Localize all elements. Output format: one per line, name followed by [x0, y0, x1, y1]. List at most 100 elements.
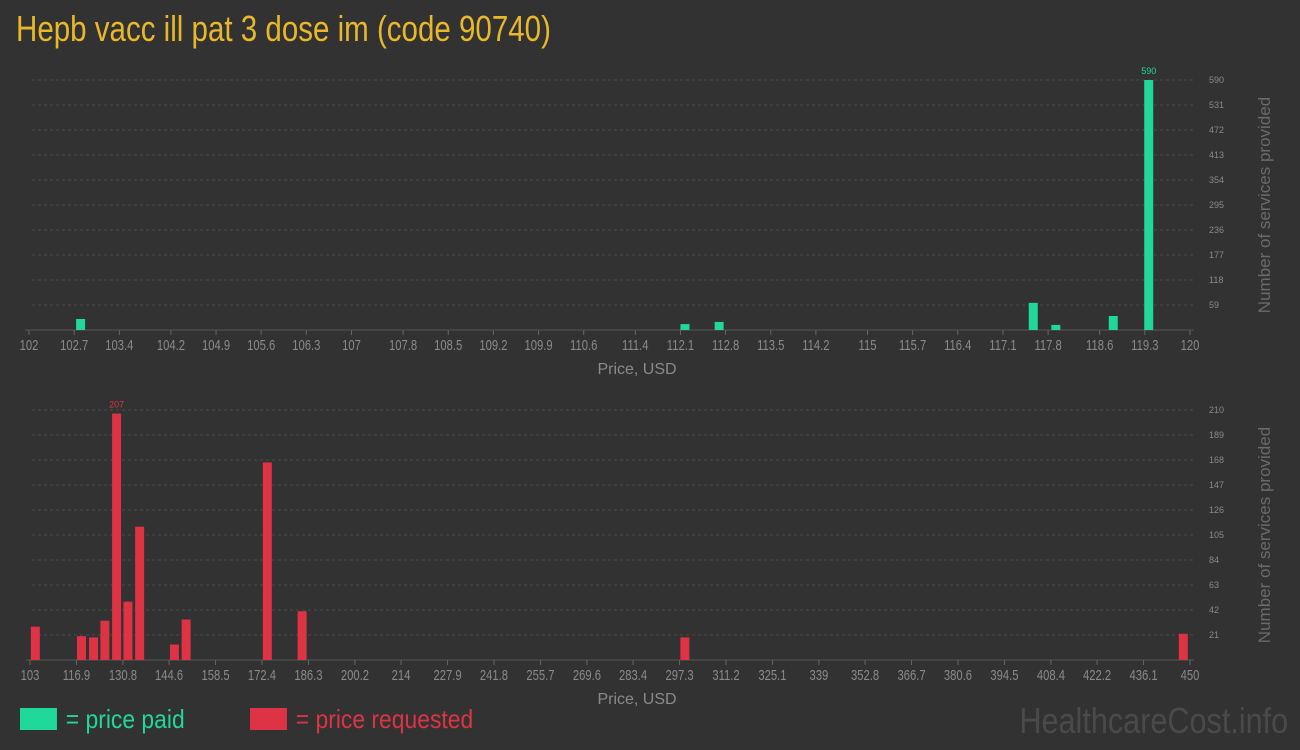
bar [76, 318, 86, 330]
x-tick-label: 107.8 [389, 336, 417, 353]
x-tick-label: 119.3 [1131, 336, 1158, 353]
bar [714, 321, 724, 330]
bar [680, 637, 690, 660]
x-tick-label: 311.2 [712, 666, 739, 683]
legend-paid: = price paid [20, 704, 185, 734]
x-tick-label: 118.6 [1086, 336, 1113, 353]
y-tick-label: 63 [1209, 580, 1219, 590]
x-tick-label: 105.6 [247, 336, 275, 353]
x-tick-label: 113.5 [757, 336, 784, 353]
bar [1051, 324, 1061, 330]
legend-swatch-requested [250, 708, 287, 730]
y-tick-label: 59 [1209, 300, 1219, 310]
y-tick-label: 105 [1209, 530, 1224, 540]
bar [169, 644, 179, 660]
y-tick-label: 590 [1209, 75, 1224, 85]
bar [123, 601, 133, 660]
bar [100, 620, 110, 660]
legend-label-paid: = price paid [65, 703, 185, 734]
y-axis-title: Number of services provided [1255, 97, 1274, 313]
x-tick-label: 241.8 [480, 666, 508, 683]
x-tick-label: 115 [859, 336, 877, 353]
x-tick-label: 325.1 [758, 666, 786, 683]
max-value-label: 590 [1141, 66, 1156, 76]
x-tick-label: 339 [810, 666, 829, 683]
page-title: Hepb vacc ill pat 3 dose im (code 90740) [16, 8, 551, 49]
x-axis-title: Price, USD [597, 361, 676, 378]
y-tick-label: 531 [1209, 100, 1224, 110]
y-tick-label: 147 [1209, 480, 1224, 490]
x-tick-label: 186.3 [294, 666, 322, 683]
x-tick-label: 269.6 [573, 666, 601, 683]
x-tick-label: 214 [392, 666, 411, 683]
x-axis-title: Price, USD [597, 691, 676, 708]
y-tick-label: 354 [1209, 175, 1224, 185]
bar [680, 324, 690, 330]
y-tick-label: 295 [1209, 200, 1224, 210]
x-tick-label: 283.4 [619, 666, 647, 683]
x-tick-label: 450 [1181, 666, 1200, 683]
x-tick-label: 117.8 [1034, 336, 1061, 353]
y-tick-label: 84 [1209, 555, 1219, 565]
x-tick-label: 102.7 [60, 336, 88, 353]
x-tick-label: 366.7 [897, 666, 925, 683]
x-tick-label: 200.2 [341, 666, 369, 683]
x-tick-label: 111.4 [622, 336, 648, 353]
x-tick-label: 144.6 [155, 666, 183, 683]
bar [1144, 80, 1154, 330]
x-tick-label: 172.4 [248, 666, 276, 683]
x-tick-label: 297.3 [665, 666, 693, 683]
x-tick-label: 103.4 [105, 336, 133, 353]
bar [76, 636, 86, 660]
y-tick-label: 472 [1209, 125, 1224, 135]
x-tick-label: 380.6 [944, 666, 972, 683]
bar [297, 611, 307, 660]
x-tick-label: 352.8 [851, 666, 879, 683]
x-tick-label: 104.9 [202, 336, 230, 353]
y-tick-label: 42 [1209, 605, 1219, 615]
x-tick-label: 106.3 [292, 336, 320, 353]
x-tick-label: 112.8 [712, 336, 739, 353]
x-tick-label: 436.1 [1129, 666, 1157, 683]
y-tick-label: 210 [1209, 405, 1224, 415]
bar [262, 462, 272, 660]
y-tick-label: 177 [1209, 250, 1224, 260]
x-tick-label: 130.8 [109, 666, 137, 683]
x-tick-label: 408.4 [1037, 666, 1065, 683]
x-tick-label: 110.6 [570, 336, 597, 353]
max-value-label: 207 [109, 400, 124, 410]
y-tick-label: 21 [1209, 630, 1219, 640]
bar [181, 619, 191, 660]
x-tick-label: 115.7 [899, 336, 926, 353]
x-tick-label: 116.4 [944, 336, 971, 353]
x-tick-label: 114.2 [802, 336, 829, 353]
x-tick-label: 108.5 [434, 336, 462, 353]
y-tick-label: 168 [1209, 455, 1224, 465]
x-tick-label: 102 [20, 336, 39, 353]
x-tick-label: 109.9 [524, 336, 552, 353]
watermark: HealthcareCost.info [1019, 700, 1288, 741]
bar [1108, 316, 1118, 330]
y-tick-label: 126 [1209, 505, 1224, 515]
bar [135, 526, 145, 660]
y-tick-label: 413 [1209, 150, 1224, 160]
bar [1178, 633, 1188, 660]
y-axis-title: Number of services provided [1255, 427, 1274, 643]
y-tick-label: 189 [1209, 430, 1224, 440]
x-tick-label: 112.1 [667, 336, 694, 353]
x-tick-label: 103 [21, 666, 40, 683]
bar [30, 626, 40, 660]
legend-label-requested: = price requested [295, 703, 474, 734]
x-tick-label: 394.5 [990, 666, 1018, 683]
bar [1028, 302, 1038, 330]
y-tick-label: 236 [1209, 225, 1224, 235]
x-tick-label: 255.7 [526, 666, 554, 683]
legend-requested: = price requested [250, 704, 473, 734]
x-tick-label: 117.1 [989, 336, 1016, 353]
x-tick-label: 158.5 [201, 666, 229, 683]
y-tick-label: 118 [1209, 275, 1223, 285]
x-tick-label: 107 [342, 336, 361, 353]
x-tick-label: 422.2 [1083, 666, 1111, 683]
x-tick-label: 104.2 [157, 336, 185, 353]
